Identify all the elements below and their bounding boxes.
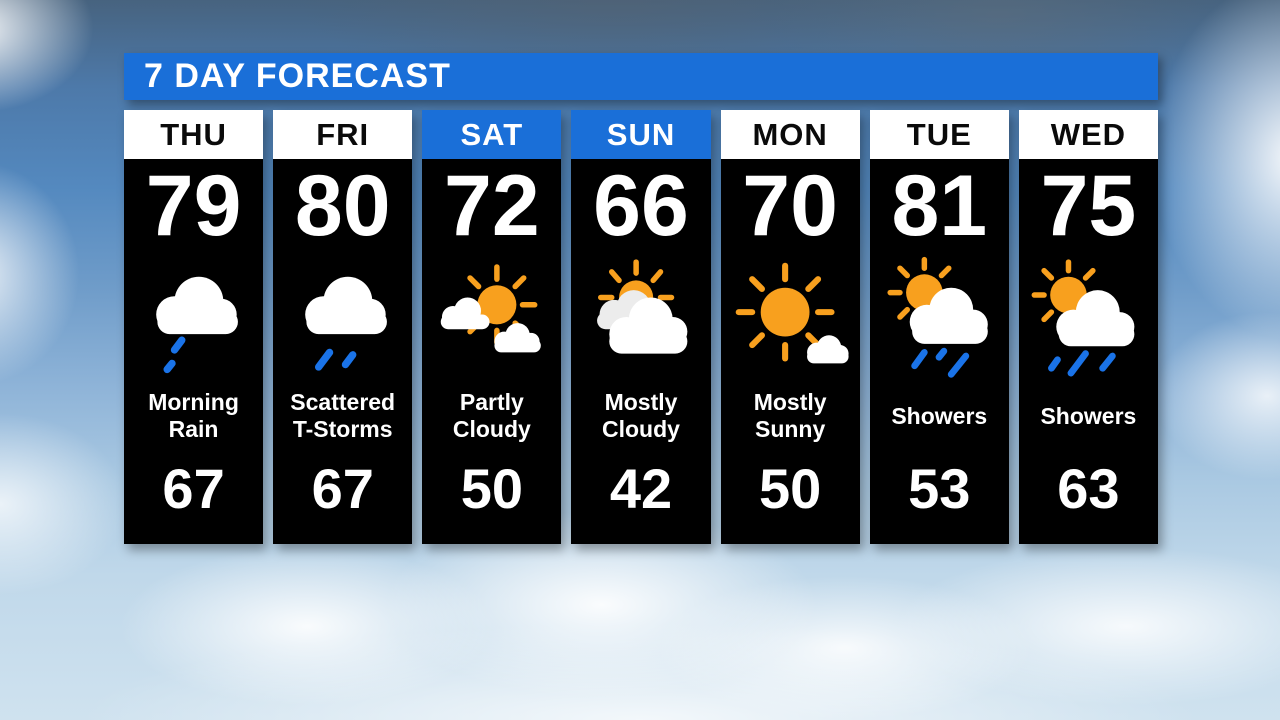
high-temp: 66 xyxy=(593,158,689,254)
forecast-column-tue: TUE 81 xyxy=(869,110,1009,544)
low-temp: 63 xyxy=(1057,457,1120,520)
low-temp: 53 xyxy=(908,457,971,520)
low-temp: 50 xyxy=(460,457,523,520)
condition-text: Mostly Cloudy xyxy=(602,389,680,442)
high-temp: 81 xyxy=(891,158,988,254)
partly-cloudy-icon xyxy=(428,249,556,385)
day-label-tue: TUE xyxy=(869,110,1009,159)
low-temp: 50 xyxy=(758,457,822,520)
sun-showers-icon xyxy=(1024,249,1152,385)
day-label-sat: SAT xyxy=(422,110,562,159)
mostly-cloudy-icon xyxy=(577,249,705,385)
forecast-title-bar: 7 DAY FORECAST xyxy=(124,53,1158,100)
rain-cloud-icon xyxy=(279,249,407,385)
high-temp: 80 xyxy=(294,158,391,254)
forecast-board: 7 DAY FORECAST THU 79 xyxy=(124,53,1158,544)
condition-text: Morning Rain xyxy=(148,389,239,442)
day-label-wed: WED xyxy=(1018,110,1158,159)
day-panel-mon: 70 xyxy=(720,158,860,544)
forecast-column-sun: SUN 66 xyxy=(571,110,711,544)
condition-text: Partly Cloudy xyxy=(452,389,531,442)
high-temp: 72 xyxy=(444,158,540,254)
day-panel-wed: 75 xyxy=(1018,158,1158,544)
low-temp: 67 xyxy=(162,457,225,520)
day-panel-sun: 66 xyxy=(571,158,711,544)
forecast-column-mon: MON 70 xyxy=(720,110,860,544)
day-panel-tue: 81 xyxy=(869,158,1009,544)
high-temp: 70 xyxy=(742,158,838,254)
day-panel-fri: 80 Scattered T-Storms 67 xyxy=(273,158,413,544)
forecast-columns: THU 79 Morning Rain xyxy=(124,110,1158,544)
forecast-column-sat: SAT 72 xyxy=(422,110,562,544)
condition-text: Scattered T-Storms xyxy=(290,389,396,442)
day-panel-thu: 79 Morning Rain 67 xyxy=(124,158,264,544)
condition-text: Showers xyxy=(1040,402,1137,429)
day-label-fri: FRI xyxy=(273,110,413,159)
day-label-mon: MON xyxy=(720,110,860,159)
low-temp: 67 xyxy=(311,457,374,520)
condition-text: Mostly Sunny xyxy=(753,389,827,442)
low-temp: 42 xyxy=(609,457,673,520)
mostly-sunny-icon xyxy=(726,249,854,385)
sun-showers-icon xyxy=(875,249,1003,385)
day-panel-sat: 72 xyxy=(422,158,562,544)
rain-cloud-icon xyxy=(130,249,258,385)
day-label-thu: THU xyxy=(124,110,264,159)
high-temp: 79 xyxy=(145,158,242,254)
forecast-title: 7 DAY FORECAST xyxy=(144,57,451,95)
condition-text: Showers xyxy=(891,402,988,429)
day-label-sun: SUN xyxy=(571,110,711,159)
forecast-column-fri: FRI 80 Scattered T-Storms xyxy=(273,110,413,544)
forecast-column-thu: THU 79 Morning Rain xyxy=(124,110,264,544)
high-temp: 75 xyxy=(1040,158,1137,254)
forecast-column-wed: WED 75 xyxy=(1018,110,1158,544)
